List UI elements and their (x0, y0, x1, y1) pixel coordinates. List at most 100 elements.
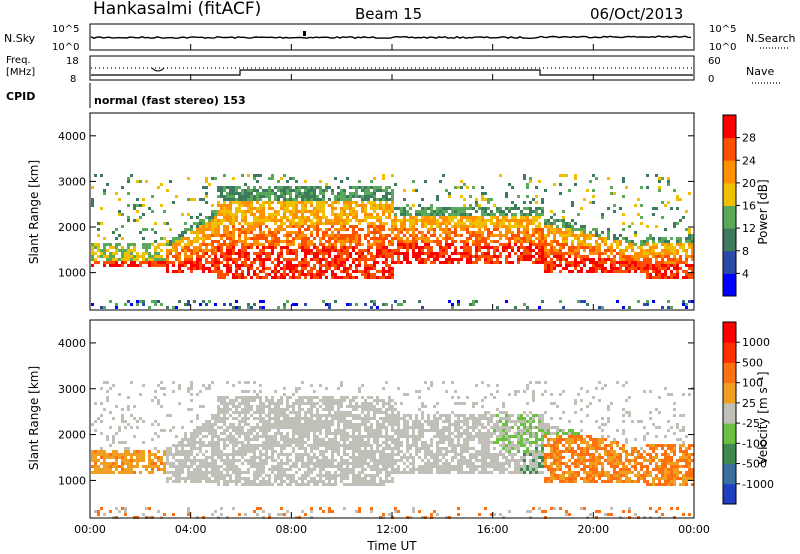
echo-cell (94, 420, 97, 423)
echo-cell (226, 444, 229, 447)
echo-cell (214, 450, 217, 453)
echo-cell (100, 249, 103, 252)
echo-cell (451, 303, 454, 306)
echo-cell (397, 258, 400, 261)
echo-cell (103, 453, 106, 456)
echo-cell (484, 237, 487, 240)
echo-cell (337, 237, 340, 240)
echo-cell (346, 267, 349, 270)
echo-cell (235, 450, 238, 453)
echo-cell (298, 444, 301, 447)
echo-cell (568, 222, 571, 225)
echo-cell (538, 249, 541, 252)
echo-cell (298, 441, 301, 444)
echo-cell (316, 228, 319, 231)
echo-cell (442, 249, 445, 252)
echo-cell (466, 243, 469, 246)
echo-cell (301, 195, 304, 198)
echo-cell (244, 210, 247, 213)
echo-cell (304, 276, 307, 279)
echo-cell (160, 387, 163, 390)
echo-cell (211, 231, 214, 234)
echo-cell (643, 243, 646, 246)
echo-cell (574, 222, 577, 225)
echo-cell (583, 264, 586, 267)
echo-cell (262, 459, 265, 462)
echo-cell (241, 219, 244, 222)
echo-cell (460, 255, 463, 258)
echo-cell (241, 399, 244, 402)
echo-cell (187, 303, 190, 306)
echo-cell (436, 258, 439, 261)
echo-cell (583, 231, 586, 234)
echo-cell (493, 261, 496, 264)
echo-cell (223, 402, 226, 405)
echo-cell (286, 273, 289, 276)
echo-cell (523, 174, 526, 177)
echo-cell (286, 243, 289, 246)
echo-cell (292, 462, 295, 465)
echo-cell (559, 261, 562, 264)
echo-cell (574, 258, 577, 261)
echo-cell (310, 402, 313, 405)
echo-cell (316, 273, 319, 276)
echo-cell (382, 177, 385, 180)
echo-cell (289, 201, 292, 204)
echo-cell (238, 249, 241, 252)
echo-cell (199, 450, 202, 453)
echo-cell (592, 201, 595, 204)
echo-cell (112, 246, 115, 249)
echo-cell (226, 462, 229, 465)
echo-cell (322, 474, 325, 477)
echo-cell (313, 402, 316, 405)
echo-cell (283, 513, 286, 516)
echo-cell (97, 222, 100, 225)
echo-cell (334, 414, 337, 417)
echo-cell (208, 243, 211, 246)
echo-cell (247, 207, 250, 210)
echo-cell (592, 270, 595, 273)
freq-right-tick-bottom: 0 (708, 74, 714, 85)
echo-cell (352, 483, 355, 486)
echo-cell (424, 243, 427, 246)
echo-cell (202, 474, 205, 477)
echo-cell (388, 213, 391, 216)
echo-cell (691, 270, 694, 273)
echo-cell (658, 240, 661, 243)
echo-cell (391, 222, 394, 225)
echo-cell (493, 225, 496, 228)
echo-cell (475, 261, 478, 264)
echo-cell (211, 426, 214, 429)
echo-cell (199, 444, 202, 447)
echo-cell (301, 213, 304, 216)
echo-cell (253, 456, 256, 459)
echo-cell (319, 471, 322, 474)
echo-cell (562, 225, 565, 228)
echo-cell (625, 258, 628, 261)
echo-cell (142, 213, 145, 216)
echo-cell (640, 222, 643, 225)
colorbar-swatch (723, 273, 736, 297)
echo-cell (247, 204, 250, 207)
echo-cell (406, 240, 409, 243)
echo-cell (289, 219, 292, 222)
echo-cell (328, 186, 331, 189)
echo-cell (307, 228, 310, 231)
echo-cell (661, 249, 664, 252)
echo-cell (337, 417, 340, 420)
echo-cell (304, 216, 307, 219)
echo-cell (298, 195, 301, 198)
echo-cell (184, 459, 187, 462)
echo-cell (394, 261, 397, 264)
echo-cell (337, 192, 340, 195)
echo-cell (286, 405, 289, 408)
echo-cell (685, 228, 688, 231)
echo-cell (526, 225, 529, 228)
echo-cell (265, 255, 268, 258)
echo-cell (616, 246, 619, 249)
echo-cell (595, 234, 598, 237)
echo-cell (388, 198, 391, 201)
echo-cell (304, 219, 307, 222)
echo-cell (91, 423, 94, 426)
echo-cell (130, 381, 133, 384)
